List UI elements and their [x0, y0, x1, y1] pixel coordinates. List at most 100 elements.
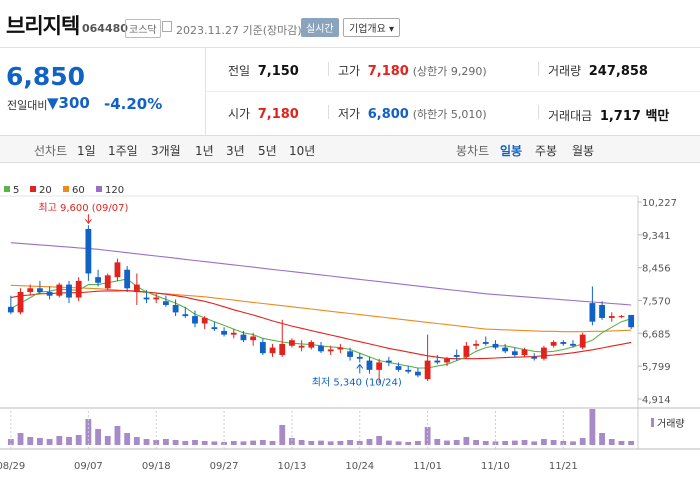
low-arrowhead-icon	[356, 363, 364, 369]
volume-bar	[444, 440, 450, 445]
period-1w[interactable]: 1주일	[108, 144, 138, 158]
candle-body	[463, 345, 470, 357]
candle-body	[473, 343, 479, 346]
volume-bar	[17, 433, 24, 445]
volume-bar	[511, 440, 518, 445]
candle-body	[608, 316, 615, 318]
volume-bar	[250, 440, 257, 445]
legend-label-120: 120	[105, 185, 124, 196]
candle-body	[163, 301, 169, 305]
volume-bar	[104, 436, 111, 445]
volume-bar	[289, 438, 295, 445]
y-tick-label: 6,685	[642, 329, 671, 340]
low-annotation: 최저 5,340 (10/24)	[312, 376, 402, 388]
candle-body	[424, 360, 431, 380]
candle-body	[279, 343, 286, 356]
x-tick-label: 09/18	[142, 461, 171, 472]
volume-bar	[192, 440, 198, 445]
change-label: 전일대비	[7, 99, 48, 112]
candle-body	[531, 356, 538, 359]
candle-body	[182, 314, 189, 317]
current-price: 6,850	[6, 62, 86, 91]
candle-body	[415, 371, 421, 376]
candle-body	[250, 336, 257, 341]
candle-body	[589, 303, 596, 322]
price-summary: 6,850 전일대비 ▼300 -4.20% 전일 7,150 고가 7,180…	[0, 48, 700, 136]
candle-body	[492, 343, 499, 348]
candle-body	[453, 355, 460, 357]
candle-weekly[interactable]: 주봉	[535, 144, 558, 158]
high-arrowhead-icon	[84, 218, 92, 225]
candle-body	[385, 360, 392, 363]
company-info-button[interactable]: 기업개요 ▾	[343, 18, 400, 37]
period-5y[interactable]: 5년	[258, 144, 277, 158]
volume-bar	[37, 438, 43, 445]
candle-daily[interactable]: 일봉	[500, 144, 523, 158]
legend-swatch-20	[30, 186, 36, 192]
period-3m[interactable]: 3개월	[151, 144, 181, 158]
volume-bar	[124, 433, 131, 445]
volume-bar	[163, 439, 169, 445]
volume-bar	[376, 436, 383, 445]
candle-body	[114, 262, 121, 278]
candle-body	[618, 316, 625, 318]
volume-bar	[628, 441, 635, 445]
candle-monthly[interactable]: 월봉	[572, 144, 595, 158]
candle-body	[269, 347, 276, 354]
stock-name: 브리지텍	[6, 14, 80, 38]
volume-bar	[347, 440, 353, 445]
volume-bar	[589, 409, 596, 445]
volume-bar	[521, 440, 528, 445]
volume-legend-swatch	[651, 418, 654, 427]
period-10y[interactable]: 10년	[289, 144, 316, 158]
candle-body	[289, 340, 295, 346]
y-tick-label: 9,341	[642, 231, 671, 242]
candle-body	[240, 334, 247, 341]
realtime-button[interactable]: 실시간	[301, 18, 339, 37]
candle-body	[27, 288, 34, 292]
y-tick-label: 10,227	[642, 198, 677, 209]
candle-body	[308, 342, 315, 348]
candle-body	[7, 306, 14, 313]
candle-body	[376, 362, 383, 370]
volume-bar	[550, 440, 557, 445]
volume-bar	[143, 439, 150, 445]
volume-label: 거래량	[548, 64, 582, 78]
down-arrow-icon: ▼	[47, 94, 59, 112]
candle-body	[143, 297, 150, 300]
volume-bar	[570, 441, 576, 445]
candle-body	[366, 360, 373, 370]
period-1d[interactable]: 1일	[77, 144, 96, 158]
y-tick-label: 7,570	[642, 297, 671, 308]
period-3y[interactable]: 3년	[226, 144, 245, 158]
y-tick-label: 5,799	[642, 362, 671, 373]
candle-body	[17, 291, 24, 313]
volume-bar	[279, 425, 286, 445]
candle-body	[85, 228, 92, 274]
volume-bar	[56, 436, 63, 445]
volume-bar	[318, 440, 324, 445]
legend-swatch-120	[96, 186, 102, 192]
volume-bar	[599, 433, 605, 445]
volume-bar	[541, 439, 547, 445]
candle-body	[201, 317, 208, 324]
period-1y[interactable]: 1년	[195, 144, 214, 158]
high-label: 고가	[338, 64, 361, 78]
stock-code: 064480	[82, 22, 128, 35]
market-badge: 코스닥	[125, 19, 161, 38]
volume-bar	[201, 441, 208, 445]
volume-bar	[405, 442, 412, 445]
stock-chart[interactable]: 5 20 60 120 10,227 9,341 8,456 7,570 6,685 5,799 4…	[0, 175, 700, 490]
candle-body	[192, 316, 198, 324]
legend-swatch-60	[63, 186, 69, 192]
volume-bar	[337, 441, 344, 445]
x-tick-label: 10/24	[345, 461, 374, 472]
volume-bar	[395, 441, 402, 445]
volume-value: 247,858	[588, 64, 648, 79]
volume-bar	[366, 439, 373, 445]
high-price: 고가 7,180 (상한가 9,290)	[338, 62, 487, 79]
volume-bar	[434, 439, 441, 445]
ma20-line	[10, 289, 632, 360]
candle-body	[337, 347, 344, 350]
candle-body	[541, 347, 547, 359]
